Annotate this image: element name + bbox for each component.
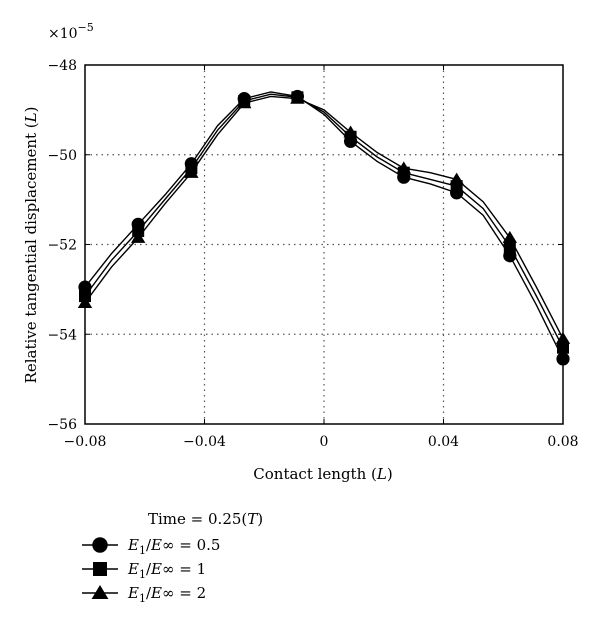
legend-marker-triangle	[91, 585, 109, 599]
data-point	[290, 91, 305, 104]
data-point	[343, 125, 358, 138]
y-tick-label: −56	[47, 417, 77, 433]
legend-item: E1/E∞ = 2	[82, 584, 206, 605]
data-point	[555, 331, 571, 344]
legend-marker-square	[93, 562, 107, 576]
data-point	[502, 230, 518, 243]
legend-label: E1/E∞ = 1	[127, 560, 206, 581]
data-point	[396, 161, 411, 174]
x-tick-label: 0.04	[428, 434, 459, 450]
legend-item: E1/E∞ = 1	[82, 560, 206, 581]
data-point	[237, 96, 252, 109]
legend-label: E1/E∞ = 0.5	[127, 536, 220, 557]
legend-marker-circle	[92, 537, 108, 553]
series-group	[77, 89, 571, 366]
y-tick-label: −52	[47, 238, 77, 254]
x-axis-label: Contact length (L)	[253, 465, 392, 483]
series-square	[79, 91, 569, 354]
y-tick-label: −54	[47, 327, 77, 343]
x-tick-label: 0.08	[547, 434, 578, 450]
x-tick-label: 0	[320, 434, 329, 450]
y-axis-label: Relative tangential displacement (L)	[22, 107, 40, 384]
grid-lines	[85, 65, 563, 424]
data-point	[77, 295, 93, 308]
x-tick-label: −0.08	[64, 434, 107, 450]
axis-ticks: −0.08 −0.04 0 0.04 0.08 −56 −54 −52 −50 −48	[47, 58, 578, 450]
y-tick-label: −50	[47, 148, 77, 164]
series-line	[84, 93, 564, 349]
series-line	[84, 91, 564, 360]
series-line	[84, 95, 564, 340]
data-point	[449, 172, 464, 185]
data-point	[130, 230, 146, 243]
legend-title: Time = 0.25(T)	[148, 510, 263, 528]
data-point	[557, 341, 569, 354]
series-triangle	[77, 91, 571, 344]
y-multiplier-label: ×10−5	[48, 21, 94, 42]
legend-item: E1/E∞ = 0.5	[82, 536, 220, 557]
data-point	[556, 352, 570, 366]
y-tick-label: −48	[47, 58, 77, 74]
legend: Time = 0.25(T) E1/E∞ = 0.5 E1/E∞ = 1 E1/E∞ …	[82, 510, 263, 605]
legend-label: E1/E∞ = 2	[127, 584, 206, 605]
data-point	[184, 165, 199, 178]
x-tick-label: −0.04	[183, 434, 226, 450]
